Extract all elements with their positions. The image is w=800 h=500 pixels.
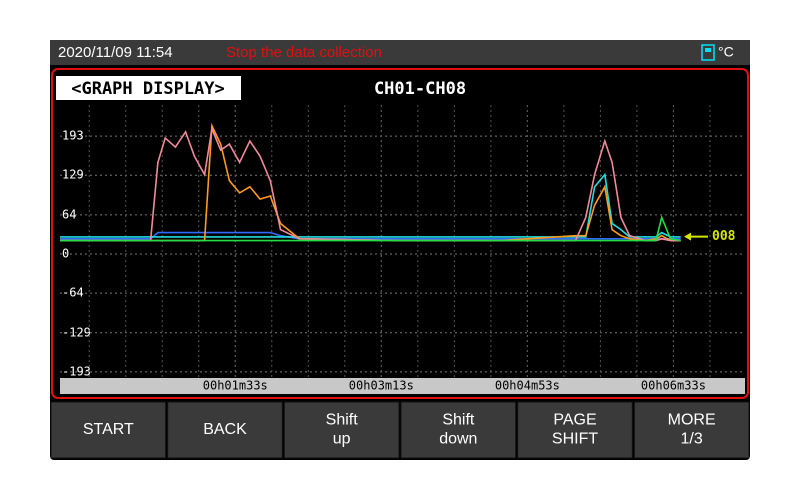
marker-arrow-head <box>684 232 691 241</box>
panel-title: <GRAPH DISPLAY> <box>71 79 225 99</box>
y-tick-label: 64 <box>62 207 76 221</box>
x-tick-label: 00h01m33s <box>203 379 268 393</box>
status-message: Stop the data collection <box>226 44 382 61</box>
button-label[interactable]: Shift <box>442 412 475 429</box>
series-line <box>60 214 681 242</box>
storage-icon-slot <box>705 48 711 52</box>
x-tick-label: 00h04m53s <box>495 379 560 393</box>
button[interactable] <box>283 401 400 459</box>
button[interactable] <box>517 401 633 459</box>
button-bar: START BACK Shift up Shift down PAGE SHIFT MORE 1/… <box>50 401 750 459</box>
y-tick-label: 129 <box>62 168 84 182</box>
button-label[interactable]: up <box>333 431 351 448</box>
status-bar <box>50 40 750 65</box>
button-label[interactable]: PAGE <box>553 412 596 429</box>
storage-icon <box>701 44 715 61</box>
datetime: 2020/11/09 11:54 <box>58 44 173 61</box>
unit: °C <box>718 44 734 60</box>
button-label[interactable]: START <box>83 421 134 438</box>
button[interactable] <box>400 401 517 459</box>
button[interactable] <box>50 401 167 459</box>
button-label[interactable]: 1/3 <box>681 431 703 448</box>
series-line <box>60 172 681 238</box>
y-tick-label: -193 <box>62 364 91 378</box>
button[interactable] <box>167 401 283 459</box>
x-tick-label: 00h03m13s <box>349 379 414 393</box>
y-tick-label: 193 <box>62 129 84 143</box>
y-tick-label: -129 <box>62 325 91 339</box>
button-label[interactable]: MORE <box>668 412 716 429</box>
button[interactable] <box>633 401 750 459</box>
button-label[interactable]: Shift <box>326 412 359 429</box>
y-tick-label: -64 <box>62 286 84 300</box>
channels: CH01-CH08 <box>374 79 466 99</box>
chart: 193 129 64 0 -64 -129 -193 00h01m33s 00h03m13s 00… <box>60 105 745 393</box>
series-line <box>60 125 681 242</box>
y-tick-label: 0 <box>62 247 69 261</box>
marker-label: 008 <box>712 229 736 244</box>
button-label[interactable]: down <box>439 431 477 448</box>
x-tick-label: 00h06m33s <box>641 379 706 393</box>
button-label[interactable]: SHIFT <box>552 431 598 448</box>
time-axis-bar <box>60 378 745 394</box>
button-label[interactable]: BACK <box>203 421 247 438</box>
panel-title-bg <box>56 76 241 100</box>
